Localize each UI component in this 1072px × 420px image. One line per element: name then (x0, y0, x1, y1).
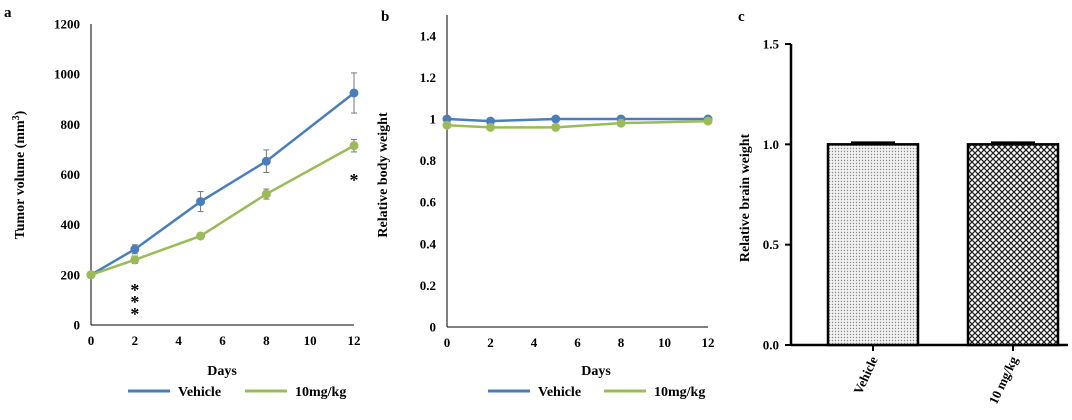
panel-c-y-tick-label: 0.0 (763, 338, 779, 353)
panel-b-10mgkg-point (616, 118, 626, 128)
panel-c-y-tick-label: 0.5 (763, 237, 780, 252)
panel-a-letter: a (4, 5, 12, 21)
panel-b-y-tick-label: 1 (430, 112, 437, 127)
panel-b-10mgkg-point (551, 122, 561, 132)
panel-b-x-tick-label: 12 (702, 335, 715, 350)
panel-b-y-tick-label: 0.4 (420, 236, 437, 251)
panel-c-y-axis-label: Relative brain weight (738, 134, 753, 263)
panel-a-x-tick-label: 4 (175, 333, 182, 348)
panel-c-bar (966, 143, 1060, 347)
panel-b-x-tick-label: 6 (574, 335, 581, 350)
panel-a-vehicle-point (130, 244, 140, 254)
panel-b-legend-10mgkg-label: 10mg/kg (654, 385, 705, 400)
panel-c-x-tick-label: Vehicle (850, 354, 881, 397)
panel-a-significance-star: * (130, 280, 139, 300)
panel-c-letter: c (738, 9, 745, 25)
panel-b-x-tick-label: 10 (658, 335, 671, 350)
panel-c-x-tick-label: 10 mg/kg (986, 353, 1021, 406)
panel-a-10mgkg-point (261, 189, 271, 199)
panel-b-x-tick-label: 8 (618, 335, 625, 350)
panel-a-y-tick-label: 1200 (54, 17, 80, 32)
panel-b-y-tick-label: 0 (430, 320, 437, 335)
panel-a-x-tick-label: 12 (348, 333, 361, 348)
panel-a-legend-vehicle-label: Vehicle (178, 385, 221, 400)
panel-a-10mgkg-point (86, 270, 96, 280)
panel-b-10mgkg-point (442, 120, 452, 130)
panel-c-y-tick-label: 1.5 (763, 37, 780, 52)
panel-b-y-tick-label: 0.8 (420, 153, 437, 168)
panel-a-y-tick-label: 400 (61, 217, 81, 232)
panel-b-x-axis-label: Days (581, 364, 611, 379)
panel-a-significance-star: * (350, 170, 359, 190)
panel-a-10mgkg-point (349, 141, 359, 151)
panel-a-vehicle-point (349, 88, 359, 98)
panel-b-y-tick-label: 0.2 (420, 278, 436, 293)
panel-b-x-tick-label: 2 (487, 335, 494, 350)
panel-a-10mgkg-point (196, 231, 206, 241)
panel-a-significance-star: * (130, 304, 139, 324)
panel-b-y-tick-label: 1.4 (420, 28, 437, 43)
panel-a-y-tick-label: 200 (61, 267, 81, 282)
panel-a-legend-10mgkg-label: 10mg/kg (295, 385, 346, 400)
panel-b-vehicle-point (486, 116, 495, 126)
panel-b-10mgkg-point (703, 116, 713, 126)
panel-a-x-tick-label: 0 (88, 333, 95, 348)
panel-b-legend-vehicle-label: Vehicle (538, 385, 581, 400)
panel-b-letter: b (381, 9, 389, 25)
panel-a-x-tick-label: 6 (219, 333, 226, 348)
panel-b-x-tick-label: 4 (531, 335, 538, 350)
panel-a-significance-star: * (130, 292, 139, 312)
panel-c-y-tick-label: 1.0 (763, 137, 779, 152)
panel-b-y-axis-label: Relative body weight (376, 112, 391, 238)
panel-b: b Relative body weight Days 0 0.2 0.4 0.6 0.… (376, 9, 715, 400)
panel-a-y-tick-label: 1000 (54, 67, 80, 82)
panel-b-10mgkg-point (486, 122, 495, 132)
panel-a-vehicle-point (261, 156, 271, 166)
panel-a-y-tick-label: 0 (74, 318, 81, 333)
panel-a-y-tick-label: 800 (61, 117, 81, 132)
panel-a-y-axis-label: Tumor volume (mm3) (11, 110, 29, 239)
panel-b-x-tick-label: 0 (444, 335, 451, 350)
panel-b-vehicle-point (551, 114, 561, 124)
panel-a-x-tick-label: 10 (304, 333, 317, 348)
panel-a-y-tick-label: 600 (61, 167, 81, 182)
panel-b-y-tick-label: 1.2 (420, 70, 436, 85)
panel-a-10mgkg-line (90, 144, 355, 277)
panel-c-bar (826, 143, 920, 347)
panel-a-10mgkg-point (130, 255, 140, 265)
panel-b-vehicle-point (442, 114, 452, 124)
panel-b-y-tick-label: 0.6 (420, 195, 437, 210)
panel-a: a Tumor volume (mm3) Days 0 200 400 600 800 1… (4, 5, 361, 400)
panel-a-x-axis-label: Days (207, 364, 237, 379)
panel-a-x-tick-label: 8 (263, 333, 270, 348)
panel-a-x-tick-label: 2 (132, 333, 139, 348)
panel-c: c Relative brain weight 0.0 0.5 1.0 1.5 Vehi… (738, 9, 1068, 406)
panel-a-vehicle-line (90, 91, 355, 276)
panel-a-vehicle-point (196, 197, 206, 207)
